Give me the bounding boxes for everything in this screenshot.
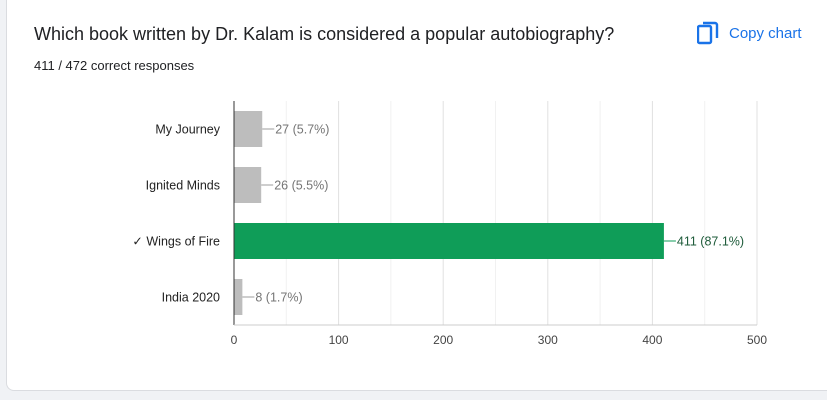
x-tick-label: 200 (433, 333, 453, 347)
chart-card: Which book written by Dr. Kalam is consi… (6, 0, 827, 391)
data-label: 27 (5.7%) (275, 123, 329, 137)
category-label: My Journey (155, 123, 220, 137)
copy-chart-label: Copy chart (729, 24, 802, 42)
x-tick-label: 300 (538, 333, 558, 347)
x-tick-label: 500 (747, 333, 767, 347)
bar (234, 111, 263, 147)
data-label: 411 (87.1%) (677, 235, 744, 249)
bar (234, 167, 262, 203)
category-label: ✓ Wings of Fire (132, 235, 220, 249)
data-label: 26 (5.5%) (274, 179, 328, 193)
x-tick-label: 100 (329, 333, 349, 347)
question-title: Which book written by Dr. Kalam is consi… (34, 24, 615, 44)
x-tick-label: 0 (231, 333, 238, 347)
copy-icon (697, 21, 719, 45)
copy-chart-button[interactable]: Copy chart (697, 18, 802, 48)
data-label: 8 (1.7%) (255, 291, 302, 305)
bar (234, 279, 243, 315)
response-summary: 411 / 472 correct responses (34, 58, 195, 73)
category-label: India 2020 (162, 291, 220, 305)
bar (234, 223, 664, 259)
category-label: Ignited Minds (146, 179, 220, 193)
x-tick-label: 400 (642, 333, 662, 347)
